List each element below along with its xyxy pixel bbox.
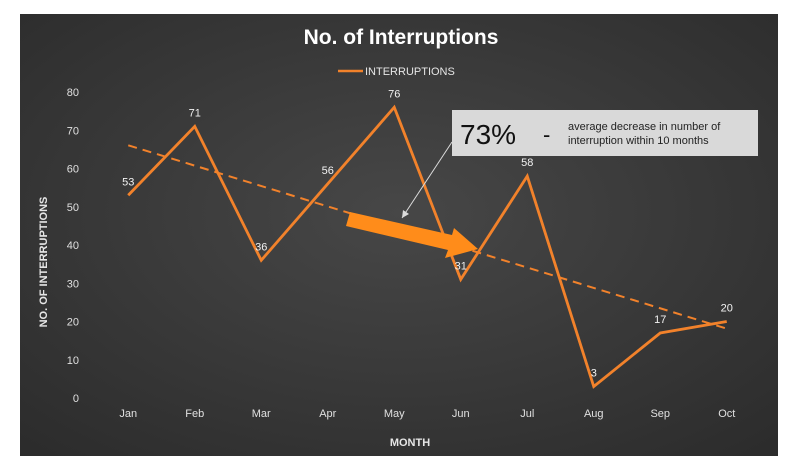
x-axis-title: MONTH [390, 437, 430, 449]
callout-separator: - [543, 122, 550, 147]
x-tick-label: Jul [520, 408, 534, 420]
x-tick-label: Apr [319, 408, 336, 420]
series-line-interruptions [127, 104, 727, 389]
y-axis-ticks: 0 10 20 30 40 50 60 70 80 [67, 87, 79, 405]
data-label: 71 [189, 107, 201, 119]
y-tick-label: 60 [67, 164, 79, 176]
y-tick-label: 40 [67, 240, 79, 252]
trend-arrow [346, 212, 478, 258]
callout-pointer-line [401, 141, 453, 219]
line-chart: No. of Interruptions INTERRUPTIONS NO. O… [20, 14, 778, 456]
x-tick-label: Aug [584, 408, 604, 420]
trend-arrow-shape [346, 212, 478, 258]
y-tick-label: 0 [73, 393, 79, 405]
y-tick-label: 20 [67, 317, 79, 329]
callout-pointer-head [402, 210, 409, 218]
data-label: 58 [521, 157, 533, 169]
chart-container: No. of Interruptions INTERRUPTIONS NO. O… [20, 14, 778, 456]
data-label: 56 [322, 165, 334, 177]
series-layer [127, 104, 727, 389]
data-label: 20 [721, 303, 733, 315]
y-tick-label: 80 [67, 87, 79, 99]
callout-text-line1: average decrease in number of [568, 121, 721, 133]
data-labels: 53 71 36 56 76 31 58 3 17 20 [122, 88, 733, 379]
data-label: 53 [122, 176, 134, 188]
x-tick-label: Sep [650, 408, 670, 420]
x-tick-label: Jan [119, 408, 137, 420]
callout-percent: 73% [460, 119, 516, 150]
y-axis-title: NO. OF INTERRUPTIONS [38, 197, 50, 328]
callout-box-bg [452, 110, 758, 156]
callout-text-line2: interruption within 10 months [568, 135, 709, 147]
x-axis-ticks: Jan Feb Mar Apr May Jun Jul Aug Sep Oct [119, 408, 735, 420]
legend: INTERRUPTIONS [338, 66, 455, 78]
chart-title: No. of Interruptions [304, 26, 499, 49]
y-tick-label: 10 [67, 355, 79, 367]
x-tick-label: Oct [718, 408, 735, 420]
legend-label: INTERRUPTIONS [365, 66, 455, 78]
callout-pointer [401, 141, 453, 219]
x-tick-label: Jun [452, 408, 470, 420]
data-label: 3 [591, 368, 597, 380]
y-tick-label: 50 [67, 202, 79, 214]
data-label: 36 [255, 241, 267, 253]
y-tick-label: 30 [67, 278, 79, 290]
y-tick-label: 70 [67, 125, 79, 137]
data-label: 31 [455, 260, 467, 272]
callout-box: 73% - average decrease in number of inte… [452, 110, 758, 156]
x-tick-label: Feb [185, 408, 204, 420]
x-tick-label: Mar [252, 408, 271, 420]
x-tick-label: May [384, 408, 405, 420]
data-label: 17 [654, 314, 666, 326]
data-label: 76 [388, 88, 400, 100]
